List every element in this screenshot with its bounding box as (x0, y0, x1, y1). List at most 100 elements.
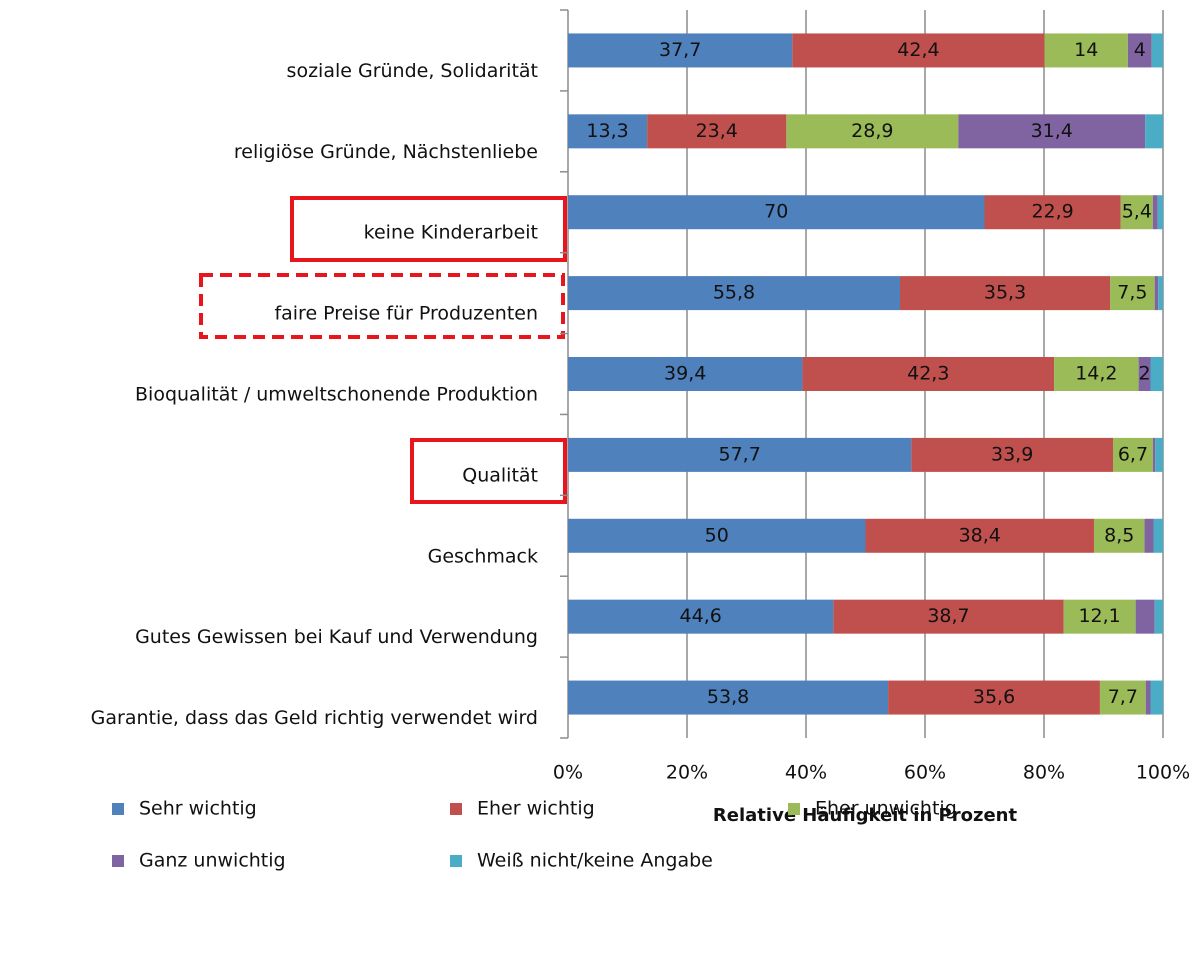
bar-segment (888, 680, 1100, 715)
bar-segment (786, 114, 959, 149)
category-label: Bioqualität / umweltschonende Produktion (135, 384, 538, 406)
x-tick-label: 20% (666, 762, 708, 784)
bar-segment (1150, 680, 1163, 715)
category-label: faire Preise für Produzenten (274, 303, 538, 325)
bar-segment (1157, 195, 1163, 230)
bar-segment (1154, 276, 1159, 311)
bar-segment (911, 437, 1114, 472)
legend-swatch (112, 803, 124, 815)
data-label: 38,7 (927, 605, 969, 627)
category-label: keine Kinderarbeit (364, 222, 538, 244)
bar-segment (647, 114, 787, 149)
data-label: 7,7 (1108, 686, 1138, 708)
bar-segment (568, 599, 834, 634)
x-tick-label: 80% (1023, 762, 1065, 784)
data-label: 57,7 (719, 443, 761, 465)
bar-segment (1099, 680, 1146, 715)
legend-label: Ganz unwichtig (139, 850, 286, 872)
bar-segment (1135, 599, 1155, 634)
category-label: religiöse Gründe, Nächstenliebe (234, 141, 538, 163)
bar-segment (900, 276, 1111, 311)
legend-swatch (788, 803, 800, 815)
category-label: soziale Gründe, Solidarität (287, 60, 538, 82)
data-label: 33,9 (991, 443, 1033, 465)
category-label: Garantie, dass das Geld richtig verwende… (91, 707, 538, 729)
bar-segment (984, 195, 1121, 230)
data-label: 37,7 (659, 39, 701, 61)
x-tick-label: 60% (904, 762, 946, 784)
bar-segment (1152, 437, 1156, 472)
data-label: 5,4 (1122, 201, 1152, 223)
legend-swatch (450, 855, 462, 867)
data-label: 28,9 (851, 120, 893, 142)
data-label: 35,6 (973, 686, 1015, 708)
x-tick-label: 100% (1136, 762, 1190, 784)
bar-segment (1093, 518, 1145, 553)
data-label: 44,6 (680, 605, 722, 627)
bar-segment (1153, 518, 1163, 553)
bar-segment (1154, 599, 1163, 634)
bar-segment (1063, 599, 1136, 634)
data-label: 50 (705, 524, 729, 546)
legend-label: Eher unwichtig (815, 798, 957, 820)
data-label: 4 (1134, 39, 1146, 61)
bar-segment (568, 195, 985, 230)
bar-segment (568, 276, 901, 311)
data-label: 13,3 (586, 120, 628, 142)
data-label: 2 (1139, 363, 1151, 385)
highlight-box (410, 438, 567, 504)
data-label: 70 (764, 201, 788, 223)
bar-segment (802, 357, 1055, 391)
x-tick-label: 40% (785, 762, 827, 784)
bar-segment (1127, 33, 1152, 68)
bar-segment (1044, 33, 1128, 68)
highlight-box (290, 196, 567, 262)
category-label: Qualität (462, 464, 538, 486)
data-label: 7,5 (1117, 282, 1147, 304)
data-label: 55,8 (713, 282, 755, 304)
data-label: 53,8 (707, 686, 749, 708)
bar-segment (1145, 680, 1151, 715)
data-label: 6,7 (1118, 443, 1148, 465)
bar-segment (1151, 33, 1163, 68)
bar-segment (568, 518, 866, 553)
data-label: 12,1 (1078, 605, 1120, 627)
category-label: Geschmack (428, 545, 538, 567)
data-label: 35,3 (984, 282, 1026, 304)
bar-segment (1145, 114, 1163, 149)
bar-segment (568, 437, 912, 472)
highlight-box-dashed (199, 273, 565, 339)
data-label: 23,4 (696, 120, 738, 142)
bar-segment (1144, 518, 1154, 553)
data-label: 22,9 (1031, 201, 1073, 223)
bar-segment (568, 680, 889, 715)
bar-segment (1158, 276, 1163, 311)
bar-segment (1152, 195, 1158, 230)
data-label: 38,4 (959, 524, 1001, 546)
bar-segment (792, 33, 1045, 68)
bar-segment (1120, 195, 1153, 230)
bar-segment (958, 114, 1146, 149)
bar-segment (1150, 357, 1163, 391)
bar-segment (1113, 437, 1153, 472)
legend-label: Weiß nicht/keine Angabe (477, 850, 713, 872)
data-label: 31,4 (1031, 120, 1073, 142)
bar-segment (568, 114, 648, 149)
data-label: 14,2 (1075, 363, 1117, 385)
bar-segment (865, 518, 1094, 553)
bar-segment (1138, 357, 1151, 391)
bar-segment (1110, 276, 1155, 311)
legend-label: Eher wichtig (477, 798, 595, 820)
bar-segment (568, 33, 793, 68)
bar-segment (568, 357, 803, 391)
data-label: 39,4 (664, 363, 706, 385)
x-tick-label: 0% (553, 762, 583, 784)
data-label: 8,5 (1104, 524, 1134, 546)
bar-segment (833, 599, 1064, 634)
legend-swatch (112, 855, 124, 867)
data-label: 42,3 (907, 363, 949, 385)
bar-segment (1155, 437, 1163, 472)
legend-swatch (450, 803, 462, 815)
data-label: 42,4 (897, 39, 939, 61)
